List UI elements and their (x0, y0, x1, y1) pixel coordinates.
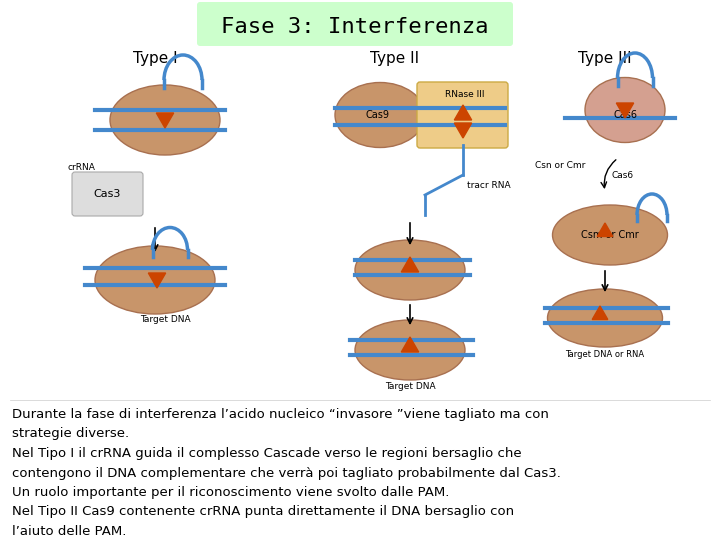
Text: Target DNA: Target DNA (384, 382, 436, 391)
Ellipse shape (335, 83, 425, 147)
FancyBboxPatch shape (417, 82, 508, 148)
Text: tracr RNA: tracr RNA (467, 180, 510, 190)
Text: l’aiuto delle PAM.: l’aiuto delle PAM. (12, 525, 127, 538)
Text: Nel Tipo II Cas9 contenente crRNA punta direttamente il DNA bersaglio con: Nel Tipo II Cas9 contenente crRNA punta … (12, 505, 514, 518)
Text: Type I: Type I (132, 51, 177, 65)
Ellipse shape (355, 320, 465, 380)
Text: Durante la fase di interferenza l’acido nucleico “invasore ”viene tagliato ma co: Durante la fase di interferenza l’acido … (12, 408, 549, 421)
Text: RNase III: RNase III (445, 90, 485, 99)
Text: Target DNA or RNA: Target DNA or RNA (565, 350, 644, 359)
Text: Cas6: Cas6 (613, 110, 637, 120)
Text: Cas3: Cas3 (94, 189, 121, 199)
Ellipse shape (110, 85, 220, 155)
Text: Un ruolo importante per il riconoscimento viene svolto dalle PAM.: Un ruolo importante per il riconosciment… (12, 486, 449, 499)
Text: Cas6: Cas6 (612, 171, 634, 179)
Text: Cas9: Cas9 (366, 110, 390, 120)
FancyBboxPatch shape (197, 2, 513, 46)
Ellipse shape (355, 240, 465, 300)
Text: Target DNA: Target DNA (140, 315, 190, 324)
Text: strategie diverse.: strategie diverse. (12, 428, 129, 441)
Ellipse shape (585, 78, 665, 143)
Text: Type III: Type III (578, 51, 632, 65)
Text: Fase 3: Interferenza: Fase 3: Interferenza (221, 17, 489, 37)
Text: Csn or Cmr: Csn or Cmr (535, 160, 585, 170)
Text: Csm or Cmr: Csm or Cmr (581, 230, 639, 240)
Text: Type II: Type II (370, 51, 420, 65)
Ellipse shape (552, 205, 667, 265)
Text: Nel Tipo I il crRNA guida il complesso Cascade verso le regioni bersaglio che: Nel Tipo I il crRNA guida il complesso C… (12, 447, 521, 460)
Ellipse shape (547, 289, 662, 347)
Text: contengono il DNA complementare che verrà poi tagliato probabilmente dal Cas3.: contengono il DNA complementare che verr… (12, 467, 561, 480)
Ellipse shape (95, 246, 215, 314)
FancyBboxPatch shape (72, 172, 143, 216)
Text: crRNA: crRNA (68, 164, 96, 172)
